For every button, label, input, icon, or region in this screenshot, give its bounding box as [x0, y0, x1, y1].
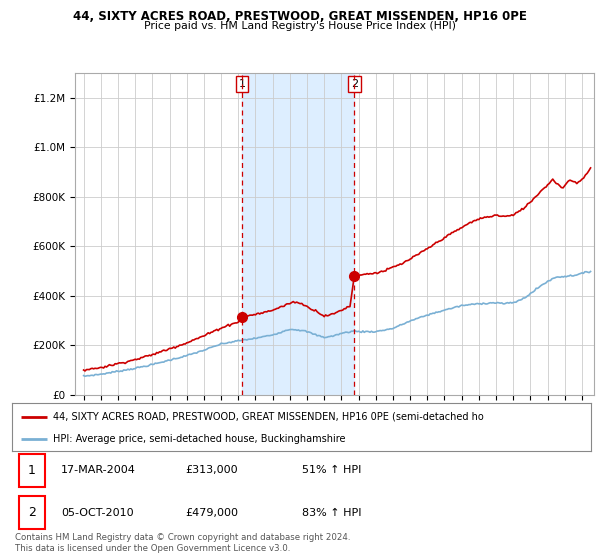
Text: 05-OCT-2010: 05-OCT-2010 [61, 507, 134, 517]
Text: 83% ↑ HPI: 83% ↑ HPI [302, 507, 361, 517]
Text: Contains HM Land Registry data © Crown copyright and database right 2024.
This d: Contains HM Land Registry data © Crown c… [15, 533, 350, 553]
Text: HPI: Average price, semi-detached house, Buckinghamshire: HPI: Average price, semi-detached house,… [53, 435, 345, 445]
FancyBboxPatch shape [19, 496, 45, 529]
Text: 2: 2 [351, 79, 358, 89]
Text: Price paid vs. HM Land Registry's House Price Index (HPI): Price paid vs. HM Land Registry's House … [144, 21, 456, 31]
Text: 17-MAR-2004: 17-MAR-2004 [61, 465, 136, 475]
Text: 44, SIXTY ACRES ROAD, PRESTWOOD, GREAT MISSENDEN, HP16 0PE (semi-detached ho: 44, SIXTY ACRES ROAD, PRESTWOOD, GREAT M… [53, 412, 483, 422]
Text: £313,000: £313,000 [186, 465, 238, 475]
FancyBboxPatch shape [19, 454, 45, 487]
Text: 2: 2 [28, 506, 36, 519]
Text: 1: 1 [238, 79, 245, 89]
Bar [242, 73, 354, 395]
Text: 44, SIXTY ACRES ROAD, PRESTWOOD, GREAT MISSENDEN, HP16 0PE: 44, SIXTY ACRES ROAD, PRESTWOOD, GREAT M… [73, 10, 527, 22]
Text: 51% ↑ HPI: 51% ↑ HPI [302, 465, 361, 475]
Text: £479,000: £479,000 [186, 507, 239, 517]
Text: 1: 1 [28, 464, 36, 477]
